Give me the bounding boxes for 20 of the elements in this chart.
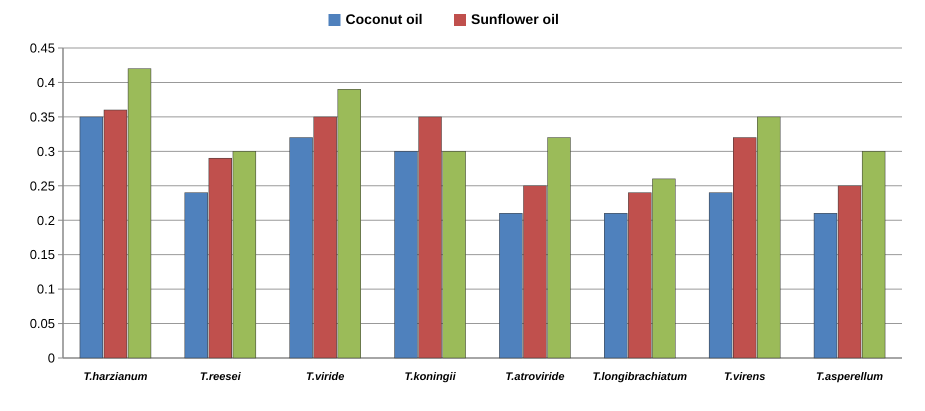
y-tick-label: 0.4 <box>36 74 55 90</box>
y-tick-label: 0.1 <box>36 282 55 297</box>
legend-label: Coconut oil <box>346 11 422 27</box>
legend-label: Sunflower oil <box>471 11 559 27</box>
x-tick-label: T.reesei <box>200 371 242 383</box>
x-tick-label: T.viride <box>306 371 344 383</box>
x-tick-label: T.koningii <box>404 371 457 383</box>
x-tick-label: T.atroviride <box>505 371 564 383</box>
y-tick-label: 0.2 <box>36 212 55 228</box>
y-tick-label: 0.45 <box>30 40 55 56</box>
x-tick-label: T.longibrachiatum <box>592 371 688 383</box>
x-tick-label: T.asperellum <box>816 371 884 383</box>
x-tick-label: T.harzianum <box>83 371 148 383</box>
x-tick-label: T.virens <box>724 371 766 383</box>
y-tick-label: 0.25 <box>30 178 55 194</box>
y-tick-label: 0 <box>48 350 55 366</box>
y-tick-label: 0.3 <box>36 144 55 159</box>
y-tick-label: 0.35 <box>30 109 55 124</box>
y-tick-label: 0.15 <box>30 247 55 262</box>
y-tick-label: 0.05 <box>30 316 55 332</box>
